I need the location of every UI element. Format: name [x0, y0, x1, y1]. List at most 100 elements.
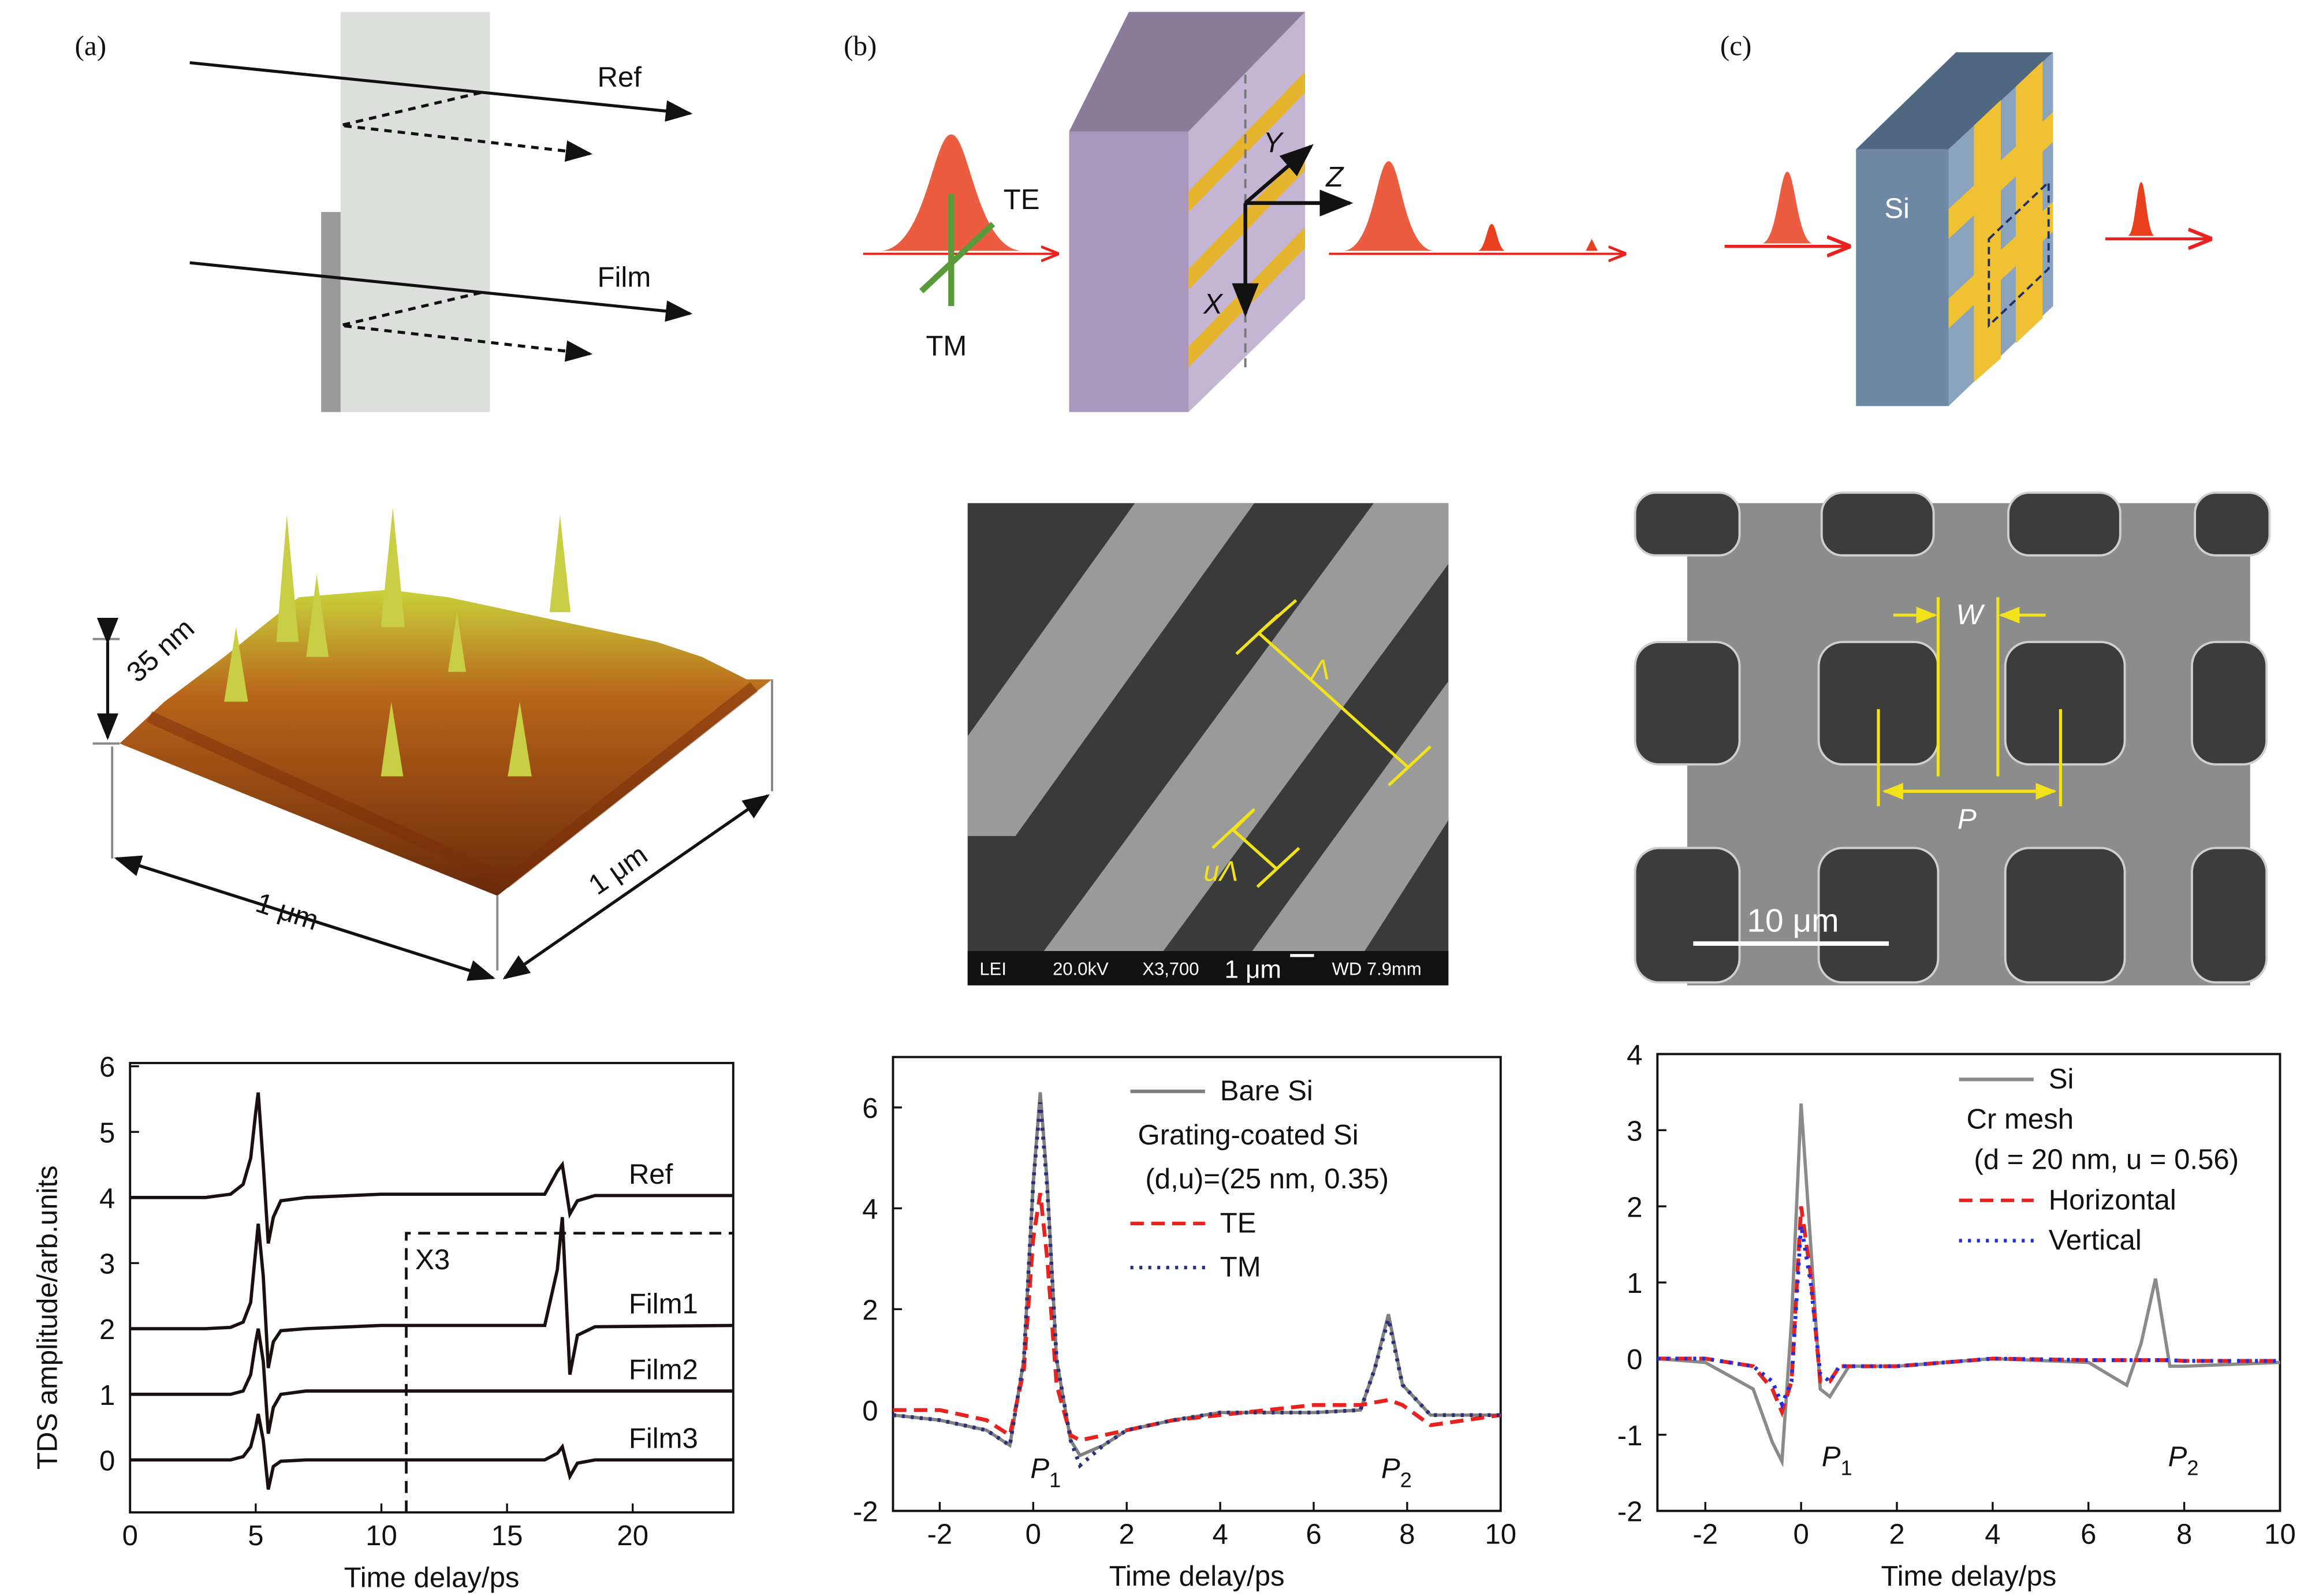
- axis-label: Z: [1325, 162, 1344, 193]
- annotation-text: P: [1822, 1441, 1841, 1472]
- beam-label: Ref: [598, 62, 642, 93]
- series-line: [893, 1192, 1501, 1442]
- dimension-label: P: [1958, 804, 1977, 835]
- y-tick-label: 6: [862, 1093, 878, 1124]
- y-tick-label: 4: [862, 1194, 878, 1225]
- x-tick-label: 10: [2264, 1519, 2296, 1550]
- x-tick-label: 4: [1212, 1519, 1228, 1550]
- x-tick-label: 2: [1119, 1519, 1135, 1550]
- y-tick-label: 3: [1627, 1116, 1642, 1147]
- series-line: [130, 1414, 733, 1490]
- y-tick-label: 2: [862, 1295, 878, 1326]
- sem-info: WD 7.9mm: [1332, 959, 1422, 979]
- series-line: [1657, 1103, 2280, 1468]
- y-tick-label: 4: [99, 1183, 115, 1214]
- x-tick-label: -2: [1692, 1519, 1718, 1550]
- y-axis-label: TDS amplitude/arb.units: [32, 1165, 64, 1470]
- annotation: P2: [2168, 1441, 2199, 1480]
- sem-info: X3,700: [1142, 959, 1199, 979]
- annotation-text: P: [1030, 1453, 1049, 1485]
- y-tick-label: 1: [1627, 1268, 1642, 1299]
- x-tick-label: 0: [122, 1520, 138, 1552]
- schematic-c: Si: [1724, 52, 2210, 407]
- dimension-label: 1 μm: [583, 839, 653, 901]
- x-tick-label: 8: [1399, 1519, 1415, 1550]
- axis-label: Y: [1263, 128, 1284, 159]
- dimension-label: uΛ: [1203, 856, 1238, 888]
- legend-note: Grating-coated Si: [1138, 1120, 1359, 1151]
- material-label: Si: [1884, 193, 1910, 224]
- x-tick-label: 0: [1026, 1519, 1041, 1550]
- y-tick-label: -1: [1617, 1420, 1643, 1452]
- sem-info: 20.0kV: [1053, 959, 1109, 979]
- series-line: [893, 1102, 1501, 1469]
- y-tick-label: 4: [1627, 1040, 1642, 1071]
- annotation: P1: [1822, 1441, 1852, 1480]
- y-tick-label: 0: [99, 1445, 115, 1476]
- annotation-sub: 2: [2187, 1456, 2198, 1480]
- annotation-sub: 1: [1049, 1468, 1061, 1491]
- x-tick-label: 8: [2176, 1519, 2192, 1550]
- x-tick-label: 6: [1306, 1519, 1321, 1550]
- pulse-label: TE: [1004, 184, 1040, 215]
- series-label: Film1: [629, 1289, 698, 1320]
- plot-frame: [892, 1056, 1502, 1512]
- plot-frame: [129, 1062, 735, 1514]
- x-tick-label: 10: [366, 1520, 397, 1552]
- legend-label: TM: [1220, 1252, 1261, 1283]
- axis-label: X: [1203, 289, 1224, 320]
- pulse-label: TM: [926, 330, 967, 361]
- x-tick-label: 15: [491, 1520, 523, 1552]
- x-axis-label: Time delay/ps: [1881, 1561, 2056, 1592]
- sem-image-b: Λ uΛ LEI 20.0kV X3,700 1 μm WD 7.9mm: [967, 503, 1449, 986]
- annotation-text: X3: [415, 1244, 450, 1276]
- y-tick-label: 2: [1627, 1192, 1642, 1223]
- annotation-sub: 2: [1400, 1468, 1412, 1491]
- series-line: [130, 1092, 733, 1244]
- x-tick-label: 20: [617, 1520, 648, 1552]
- series-label: Film3: [629, 1423, 698, 1455]
- panel-label: (a): [75, 30, 107, 62]
- x-tick-label: 0: [1793, 1519, 1809, 1550]
- annotation-text: P: [2168, 1441, 2187, 1472]
- schematic-a: Ref Film: [189, 12, 693, 412]
- series-line: [130, 1328, 733, 1434]
- annotation-sub: 1: [1840, 1456, 1852, 1480]
- annotation: P1: [1030, 1453, 1061, 1492]
- x-tick-label: 6: [2081, 1519, 2096, 1550]
- legend-label: Horizontal: [2049, 1184, 2176, 1215]
- dimension-label: 35 nm: [121, 613, 200, 688]
- y-tick-label: -2: [853, 1497, 878, 1528]
- scale-label: 10 μm: [1747, 903, 1839, 939]
- annotation-text: P: [1381, 1453, 1400, 1485]
- legend-label: Si: [2049, 1064, 2074, 1095]
- series-line: [1657, 1225, 2280, 1409]
- dimension-label: 1 μm: [252, 887, 322, 936]
- y-tick-label: 0: [1627, 1344, 1642, 1375]
- annotation: P2: [1381, 1453, 1412, 1492]
- series-line: [1657, 1206, 2280, 1418]
- panel-label: (b): [844, 30, 877, 62]
- afm-image: 35 nm 1 μm 1 μm: [92, 508, 773, 981]
- y-tick-label: 1: [99, 1380, 115, 1411]
- legend-label: Vertical: [2049, 1225, 2142, 1256]
- legend-label: Bare Si: [1220, 1076, 1313, 1107]
- y-tick-label: -2: [1617, 1497, 1643, 1528]
- panel-label: (c): [1720, 30, 1752, 62]
- x-tick-label: -2: [927, 1519, 953, 1550]
- legend-label: TE: [1220, 1207, 1257, 1239]
- x-tick-label: 2: [1889, 1519, 1904, 1550]
- series-label: Film2: [629, 1354, 698, 1385]
- inset-box: [405, 1232, 733, 1513]
- series-line: [130, 1217, 733, 1375]
- x-axis-label: Time delay/ps: [344, 1562, 520, 1593]
- y-tick-label: 2: [99, 1314, 115, 1345]
- sem-image-c: W P 10 μm: [1634, 491, 2271, 986]
- legend-note: (d = 20 nm, u = 0.56): [1974, 1144, 2239, 1176]
- sem-info: 1 μm: [1224, 956, 1281, 984]
- y-tick-label: 6: [99, 1052, 115, 1083]
- x-axis-label: Time delay/ps: [1109, 1561, 1285, 1592]
- x-tick-label: 10: [1485, 1519, 1516, 1550]
